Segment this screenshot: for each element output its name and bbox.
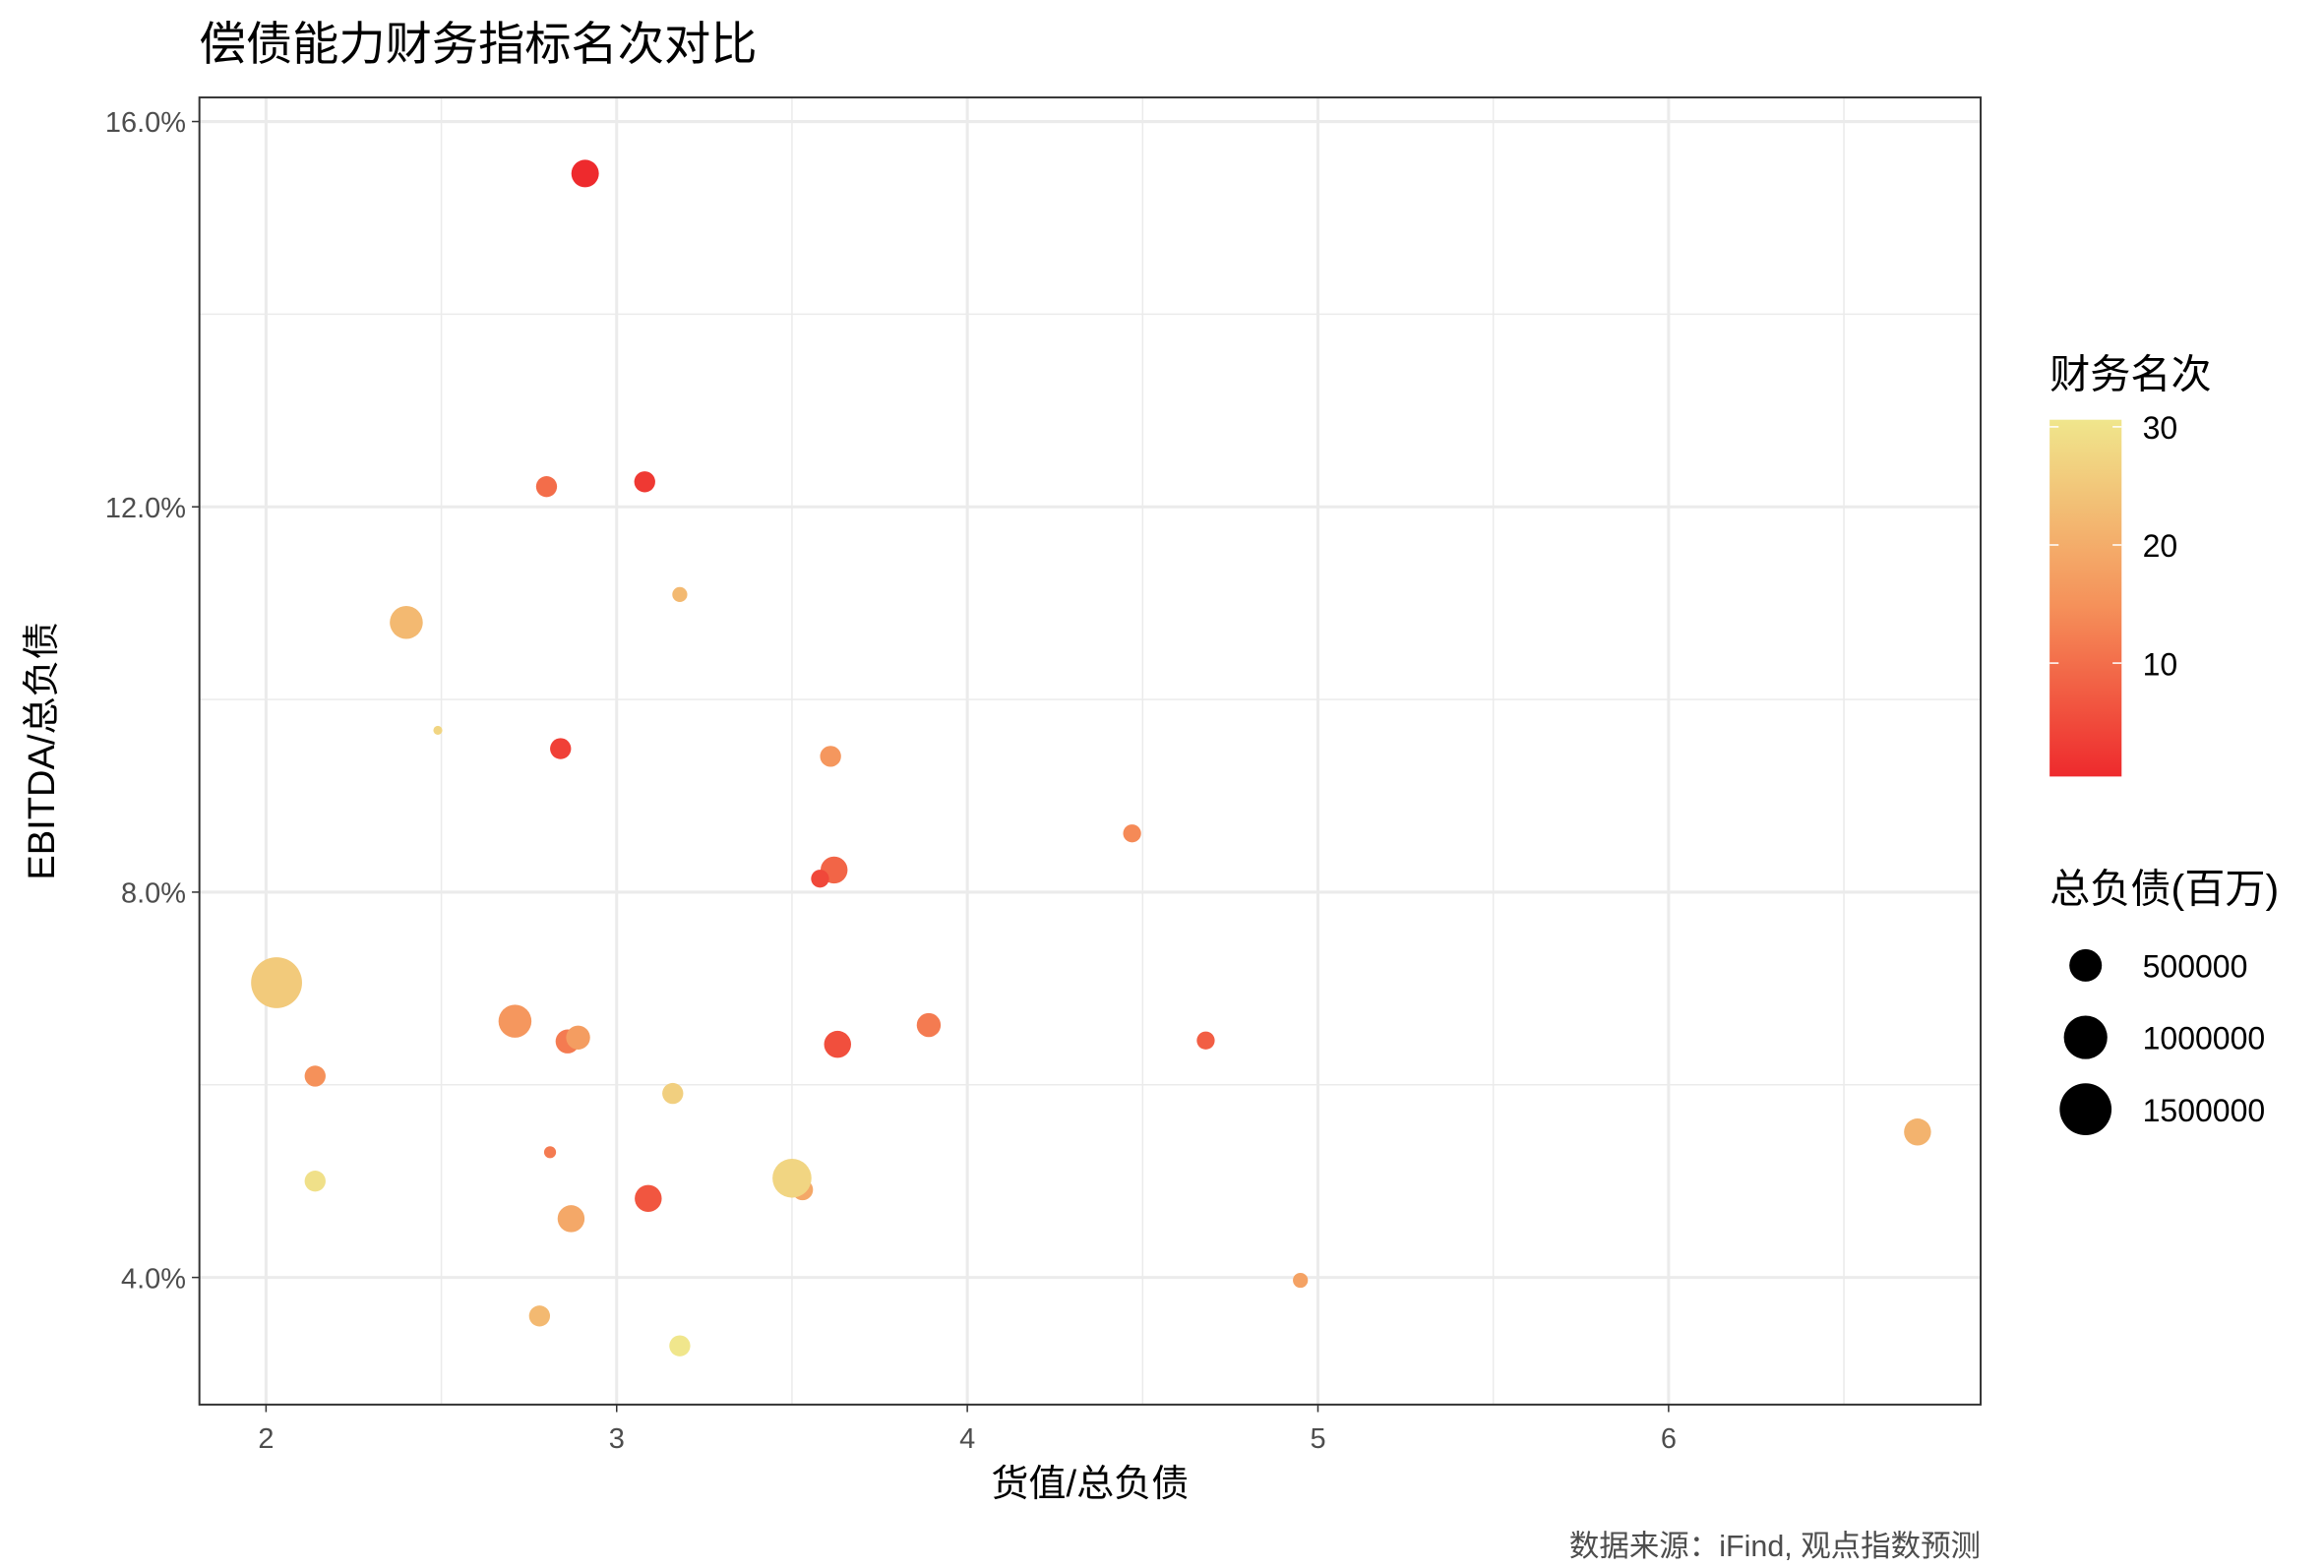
data-point [550, 738, 572, 759]
data-point [635, 1184, 662, 1213]
grid-lines [199, 97, 1982, 1405]
color-legend-label: 20 [2143, 528, 2178, 564]
size-legend-key [2059, 1083, 2112, 1136]
x-tick-label: 4 [959, 1423, 975, 1455]
data-point [772, 1158, 812, 1198]
data-point [433, 725, 443, 735]
x-axis-ticks: 2 3 4 5 6 [258, 1404, 1677, 1455]
data-point [634, 471, 655, 493]
data-point [557, 1205, 585, 1233]
data-point [543, 1146, 557, 1159]
data-point [304, 1171, 326, 1192]
x-axis-title: 货值/总负债 [991, 1463, 1189, 1505]
size-legend-key [2063, 1015, 2108, 1059]
y-axis-title: EBITDA/总负债 [22, 622, 63, 879]
size-legend-title: 总负债(百万) [2049, 866, 2279, 911]
color-legend-title: 财务名次 [2049, 352, 2212, 397]
data-point [304, 1065, 326, 1087]
data-point [566, 1025, 590, 1050]
data-point [571, 159, 599, 188]
x-tick-label: 5 [1310, 1423, 1325, 1455]
data-point [1293, 1272, 1309, 1289]
color-legend-label: 30 [2143, 410, 2178, 446]
data-point [824, 1030, 851, 1058]
y-tick-label: 12.0% [105, 493, 186, 524]
data-point [1904, 1118, 1931, 1146]
y-axis-ticks: 4.0% 8.0% 12.0% 16.0% [105, 107, 200, 1295]
color-legend: 财务名次 10 20 30 [2049, 352, 2212, 777]
data-point [390, 605, 423, 639]
data-point [528, 1305, 551, 1327]
data-point [662, 1082, 684, 1105]
chart-title: 偿债能力财务指标名次对比 [200, 19, 758, 71]
caption: 数据来源：iFind, 观点指数预测 [1569, 1530, 1981, 1563]
x-tick-label: 3 [609, 1423, 625, 1455]
plot-panel [198, 96, 1983, 1406]
x-tick-label: 2 [258, 1423, 274, 1455]
panel-background [199, 97, 1982, 1405]
data-points [251, 159, 1931, 1357]
data-point [672, 586, 688, 602]
x-tick-label: 6 [1661, 1423, 1677, 1455]
data-point [251, 957, 302, 1008]
size-legend-key [2069, 948, 2103, 982]
size-legend-label: 500000 [2143, 949, 2248, 985]
size-legend: 总负债(百万) 500000 1000000 1500000 [2049, 866, 2279, 1136]
y-tick-label: 4.0% [121, 1263, 186, 1295]
panel-border [198, 96, 1983, 1406]
y-tick-label: 16.0% [105, 107, 186, 139]
color-bar [2049, 419, 2122, 777]
data-point [498, 1004, 532, 1038]
y-tick-label: 8.0% [121, 878, 186, 910]
data-point [535, 476, 558, 498]
data-point [916, 1012, 942, 1038]
data-point [820, 746, 841, 767]
data-point [1123, 824, 1141, 843]
data-point [669, 1335, 691, 1357]
size-legend-label: 1500000 [2143, 1093, 2266, 1128]
data-point [811, 870, 829, 888]
data-point [1196, 1031, 1215, 1050]
size-legend-label: 1000000 [2143, 1021, 2266, 1056]
color-legend-label: 10 [2143, 646, 2178, 682]
